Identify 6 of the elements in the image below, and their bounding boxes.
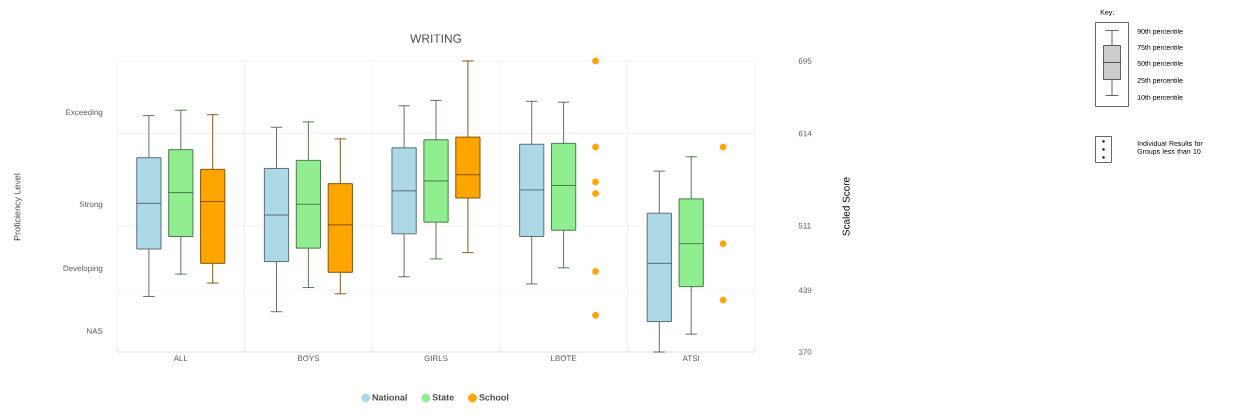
y-axis-title: Scaled Score	[842, 177, 850, 236]
text: Proficiency Level	[13, 173, 23, 241]
chart-title: WRITING	[410, 34, 462, 43]
legend-label: National	[372, 394, 407, 401]
legend-label: School	[479, 394, 509, 401]
legend-label: State	[432, 394, 454, 401]
